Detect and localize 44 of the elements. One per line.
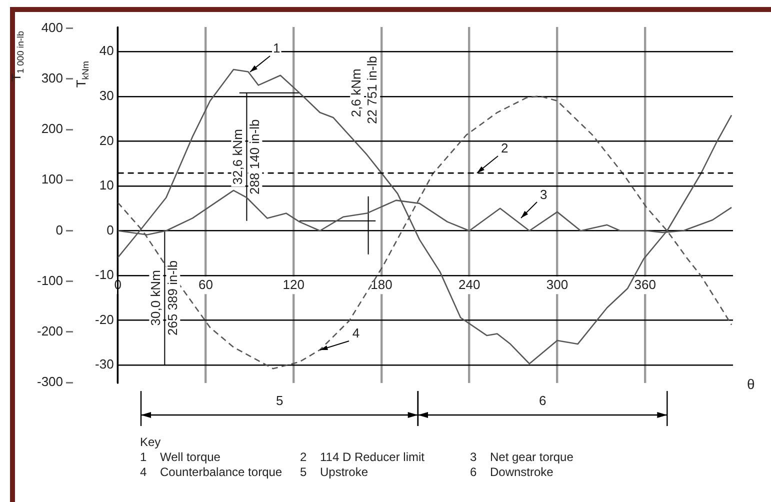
- x-tick-label: 60: [198, 276, 213, 292]
- annotation: 2: [501, 140, 508, 156]
- y-tick-label: 30: [99, 88, 114, 103]
- x-axis-title: θ: [747, 376, 755, 392]
- x-tick-label: 120: [282, 276, 304, 292]
- text: 2 114 D Reducer limit: [300, 450, 426, 465]
- y2-tick-label: 100: [41, 172, 64, 187]
- text: 6: [538, 393, 548, 408]
- x-tick-label: 360: [634, 276, 656, 292]
- x-tick-label: 240: [458, 276, 480, 292]
- y-axis-title: TkNm: [74, 60, 90, 88]
- annotation: 1: [273, 40, 280, 56]
- text: 3 Net gear torque: [470, 450, 574, 465]
- annotation: 265 389 in-lb: [164, 260, 180, 336]
- y-tick-label: 40: [99, 43, 114, 58]
- annotation: 22 751 in-lb: [364, 56, 380, 124]
- y2-axis-title: T1 000 in-lb: [8, 31, 26, 82]
- y-tick-label: 0: [106, 222, 114, 238]
- text: 1 Well torque: [140, 450, 222, 465]
- y2-tick-label: -200: [36, 324, 64, 339]
- annotation: 288 140 in-lb: [246, 119, 262, 194]
- annotation: 30,0 kNm: [148, 270, 163, 326]
- annotation: 32,6 kNm: [230, 129, 245, 185]
- x-tick-label: 300: [546, 276, 568, 292]
- y2-tick-label: -100: [36, 272, 64, 288]
- x-tick-label: 180: [370, 276, 392, 292]
- y-tick-label: 10: [99, 178, 114, 193]
- y2-tick-label: 200: [41, 121, 64, 136]
- text: 4 Counterbalance torque: [140, 465, 284, 480]
- text: 5 Upstroke: [300, 465, 370, 480]
- y-tick-label: -20: [95, 312, 114, 327]
- y2-tick-label: 0: [56, 222, 64, 238]
- y-tick-label: -30: [95, 356, 114, 372]
- y-tick-label: 20: [99, 132, 114, 148]
- y2-tick-label: 300: [41, 70, 64, 86]
- text: Key: [140, 435, 162, 450]
- text: 6 Downstroke: [470, 465, 554, 480]
- text: 5: [274, 393, 284, 408]
- y-tick-label: -10: [95, 267, 114, 282]
- y2-tick-label: -300: [36, 374, 64, 390]
- annotation: 2,6 kNm: [348, 68, 364, 118]
- annotation: 3: [540, 186, 548, 202]
- annotation: 4: [352, 325, 360, 340]
- y2-tick-label: 400: [41, 20, 64, 35]
